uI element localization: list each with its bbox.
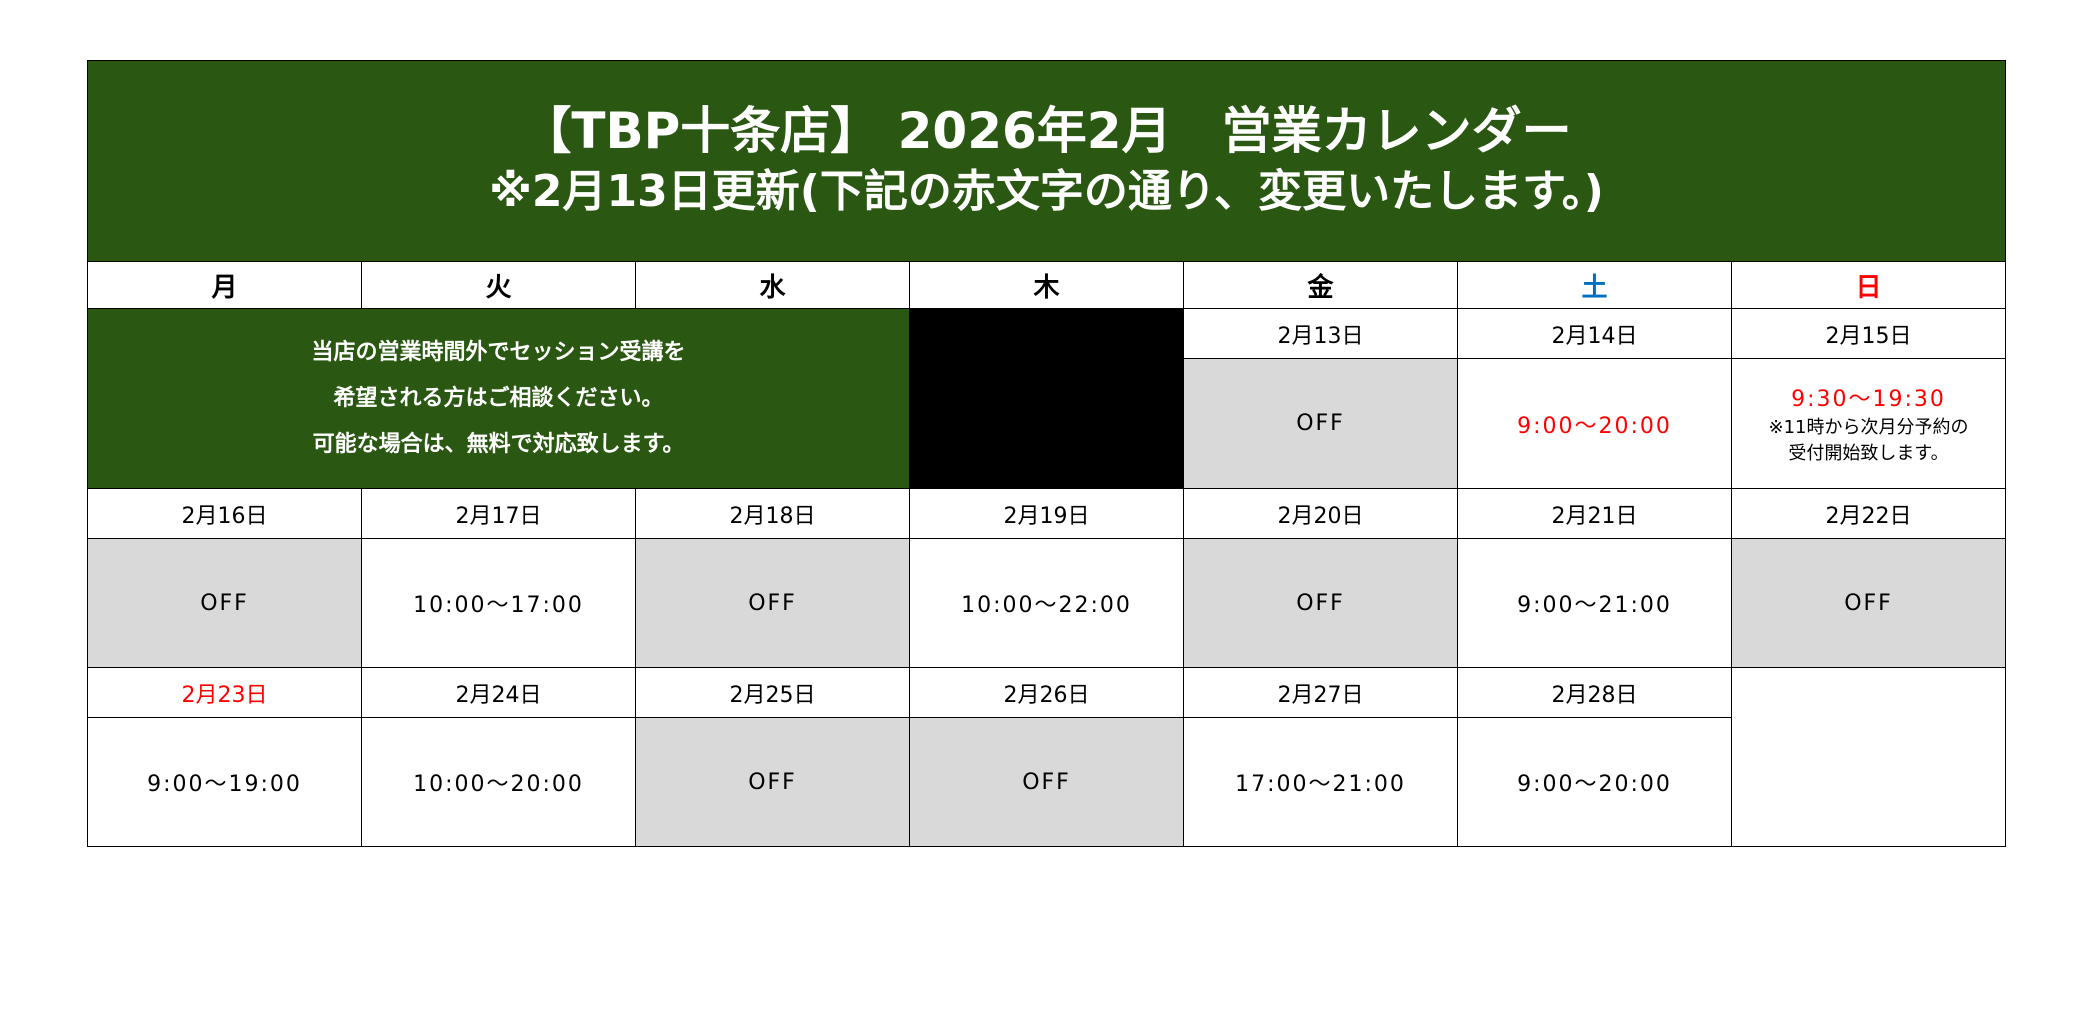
date-cell: 2月26日 bbox=[909, 667, 1184, 718]
hours-cell: 9:00～20:00 bbox=[1457, 358, 1732, 489]
calendar-title: 【TBP十条店】 2026年2月 営業カレンダー bbox=[521, 102, 1572, 160]
note-line: ※11時から次月分予約の bbox=[1768, 416, 1969, 438]
hours-cell: OFF bbox=[1183, 358, 1458, 489]
notice-cell: 当店の営業時間外でセッション受講を 希望される方はご相談ください。 可能な場合は… bbox=[87, 308, 910, 489]
day-wed: 水 bbox=[635, 261, 910, 309]
hours-cell: 17:00～21:00 bbox=[1183, 717, 1458, 847]
empty-cell bbox=[1731, 667, 2006, 847]
date-cell: 2月20日 bbox=[1183, 488, 1458, 539]
hours-cell: OFF bbox=[909, 717, 1184, 847]
date-cell: 2月16日 bbox=[87, 488, 362, 539]
hours-cell: 9:30～19:30 ※11時から次月分予約の 受付開始致します。 bbox=[1731, 358, 2006, 489]
notice-line: 当店の営業時間外でセッション受講を bbox=[311, 339, 686, 365]
blank-cell bbox=[909, 308, 1184, 489]
hours-text: 9:30～19:30 bbox=[1791, 386, 1946, 412]
date-cell: 2月25日 bbox=[635, 667, 910, 718]
hours-cell: 9:00～19:00 bbox=[87, 717, 362, 847]
date-cell: 2月27日 bbox=[1183, 667, 1458, 718]
date-cell: 2月18日 bbox=[635, 488, 910, 539]
business-calendar: 【TBP十条店】 2026年2月 営業カレンダー ※2月13日更新(下記の赤文字… bbox=[87, 60, 2006, 847]
date-cell: 2月23日 bbox=[87, 667, 362, 718]
date-cell: 2月24日 bbox=[361, 667, 636, 718]
hours-cell: 10:00～22:00 bbox=[909, 538, 1184, 668]
date-cell: 2月15日 bbox=[1731, 308, 2006, 359]
date-cell: 2月22日 bbox=[1731, 488, 2006, 539]
day-sat: 土 bbox=[1457, 261, 1732, 309]
calendar-header: 【TBP十条店】 2026年2月 営業カレンダー ※2月13日更新(下記の赤文字… bbox=[87, 60, 2006, 262]
date-cell: 2月21日 bbox=[1457, 488, 1732, 539]
calendar-subtitle: ※2月13日更新(下記の赤文字の通り、変更いたします。) bbox=[489, 166, 1604, 217]
date-cell: 2月14日 bbox=[1457, 308, 1732, 359]
date-cell: 2月17日 bbox=[361, 488, 636, 539]
hours-cell: OFF bbox=[1183, 538, 1458, 668]
day-tue: 火 bbox=[361, 261, 636, 309]
note-line: 受付開始致します。 bbox=[1788, 442, 1949, 464]
date-cell: 2月28日 bbox=[1457, 667, 1732, 718]
hours-cell: 9:00～21:00 bbox=[1457, 538, 1732, 668]
hours-cell: 9:00～20:00 bbox=[1457, 717, 1732, 847]
hours-cell: OFF bbox=[635, 717, 910, 847]
day-thu: 木 bbox=[909, 261, 1184, 309]
date-cell: 2月13日 bbox=[1183, 308, 1458, 359]
day-mon: 月 bbox=[87, 261, 362, 309]
hours-cell: OFF bbox=[87, 538, 362, 668]
hours-cell: OFF bbox=[1731, 538, 2006, 668]
hours-cell: OFF bbox=[635, 538, 910, 668]
hours-cell: 10:00～20:00 bbox=[361, 717, 636, 847]
hours-cell: 10:00～17:00 bbox=[361, 538, 636, 668]
notice-line: 希望される方はご相談ください。 bbox=[333, 385, 664, 411]
day-fri: 金 bbox=[1183, 261, 1458, 309]
day-sun: 日 bbox=[1731, 261, 2006, 309]
notice-line: 可能な場合は、無料で対応致します。 bbox=[312, 431, 685, 457]
date-cell: 2月19日 bbox=[909, 488, 1184, 539]
